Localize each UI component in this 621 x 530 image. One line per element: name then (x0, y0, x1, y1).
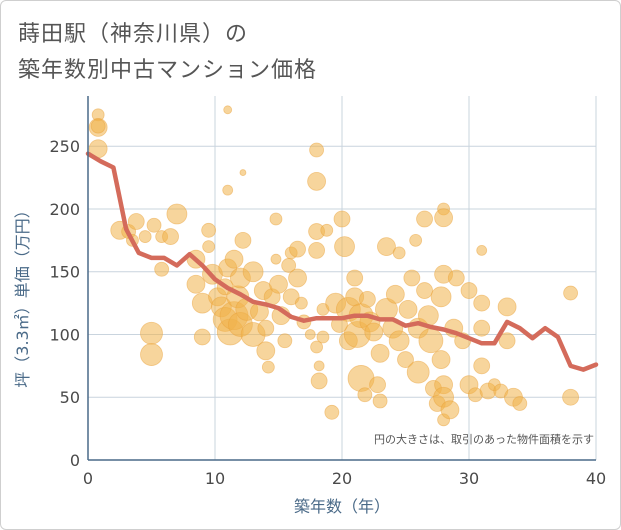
bubble-point (333, 210, 351, 228)
bubble-size-note: 円の大きさは、取引のあった物件面積を示す (374, 432, 594, 446)
bubble-point (239, 169, 247, 176)
bubble-point (377, 237, 396, 257)
bubble-point (193, 328, 211, 346)
y-tick-label: 200 (49, 200, 80, 219)
bubble-point (186, 274, 206, 294)
bubble-point (385, 284, 405, 304)
x-tick-label: 20 (332, 469, 352, 488)
bubble-point (403, 269, 421, 287)
bubble-point (418, 328, 444, 354)
bubble-point (127, 213, 145, 230)
chart-title-line1: 蒔田駅（神奈川県）の (18, 22, 249, 47)
bubble-point (357, 387, 373, 403)
bubble-point (309, 142, 325, 158)
x-axis-label: 築年数（年） (294, 497, 390, 516)
bubble-point (388, 330, 410, 352)
bubble-layer (88, 105, 579, 427)
bubble-point (460, 282, 478, 299)
bubble-point (512, 396, 528, 411)
bubble-point (166, 203, 188, 225)
y-tick-label: 50 (60, 388, 80, 407)
bubble-point (146, 217, 162, 233)
average-price-line (85, 151, 599, 372)
bubble-point (90, 118, 106, 134)
bubble-point (269, 274, 288, 294)
bubble-point (346, 269, 364, 287)
bubble-point (430, 286, 452, 308)
bubble-point (447, 269, 465, 287)
bubble-point (242, 261, 264, 283)
y-tick-label: 0 (70, 451, 80, 470)
bubble-point (313, 360, 325, 372)
bubble-point (431, 350, 451, 369)
bubble-point (416, 282, 433, 299)
bubble-point (224, 249, 244, 269)
bubble-point (406, 360, 430, 384)
bubble-point (369, 376, 386, 394)
bubble-point (261, 360, 275, 374)
bubble-point (334, 236, 355, 258)
bubble-point (473, 294, 491, 312)
bubble-point (140, 321, 163, 345)
bubble-point (234, 231, 252, 249)
bubble-point (282, 288, 300, 306)
bubble-point (308, 241, 326, 259)
bubble-point (277, 333, 293, 349)
bubble-point (256, 341, 276, 361)
bubble-point (269, 212, 283, 226)
x-tick-label: 30 (459, 469, 479, 488)
bubble-point (138, 230, 152, 243)
bubble-point (294, 296, 308, 310)
bubble-point (316, 330, 330, 344)
bubble-point (288, 268, 307, 288)
y-axis-label: 坪（3.3㎡）単価（万円） (13, 202, 32, 387)
bubble-point (289, 240, 306, 258)
bubble-point (440, 400, 460, 420)
bubble-point (392, 246, 406, 260)
bubble-point (416, 210, 433, 228)
chart-title-line2: 築年数別中古マンション価格 (18, 58, 318, 83)
bubble-point (473, 319, 491, 337)
bubble-point (202, 240, 216, 254)
bubble-point (476, 244, 488, 256)
bubble-point (310, 372, 328, 390)
bubble-point (201, 222, 217, 238)
bubble-point (304, 329, 316, 340)
bubble-point (370, 343, 390, 363)
bubble-point (307, 171, 327, 191)
bubble-point (154, 261, 170, 277)
x-tick-label: 40 (586, 469, 606, 488)
x-tick-label: 10 (205, 469, 225, 488)
y-tick-label: 100 (49, 325, 80, 344)
bubble-point (434, 208, 454, 228)
bubble-point (257, 319, 275, 337)
bubble-point (473, 357, 491, 375)
bubble-point (498, 332, 516, 350)
bubble-point (222, 184, 234, 196)
bubble-point (372, 393, 388, 409)
x-tick-label: 0 (83, 469, 93, 488)
bubble-point (497, 297, 517, 317)
bubble-point (162, 228, 179, 245)
bubble-point (397, 351, 414, 368)
bubble-point (563, 285, 578, 301)
bubble-point (562, 388, 579, 406)
y-tick-label: 150 (49, 263, 80, 282)
bubble-point (140, 343, 163, 366)
bubble-point (310, 340, 324, 354)
average-line-layer (85, 151, 599, 372)
axes: 0 10 20 30 40 0 50 100 150 200 250 (49, 96, 606, 488)
bubble-point (398, 299, 418, 319)
y-tick-label: 250 (49, 137, 80, 156)
bubble-point (320, 223, 334, 237)
bubble-point (223, 105, 233, 115)
bubble-point (409, 233, 423, 247)
bubble-point (358, 290, 376, 308)
bubble-point (364, 322, 384, 342)
bubble-point (270, 253, 282, 265)
bubble-point (324, 404, 340, 420)
